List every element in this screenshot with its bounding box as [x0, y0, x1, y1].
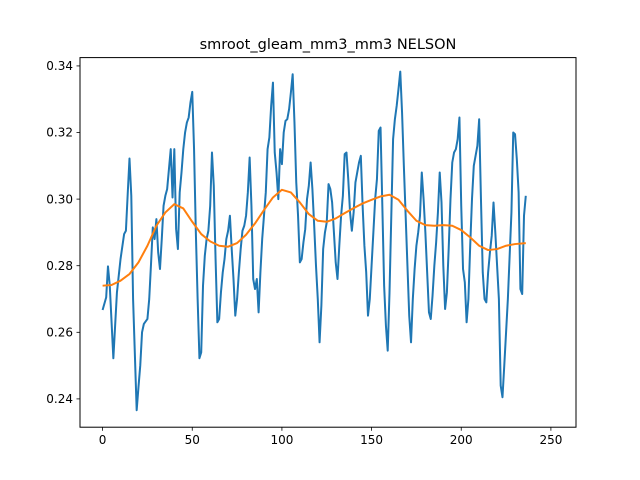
- axes-frame: [79, 57, 577, 428]
- y-tick-label: 0.26: [46, 326, 73, 340]
- x-tick-label: 100: [270, 433, 293, 447]
- series-line-1: [101, 70, 527, 412]
- x-tick-label: 0: [99, 433, 107, 447]
- x-tick-label: 50: [185, 433, 200, 447]
- x-axis: 0 50 100 150 200 250: [99, 427, 562, 447]
- y-tick-label: 0.28: [46, 259, 73, 273]
- y-tick-label: 0.24: [46, 392, 73, 406]
- x-tick-label: 150: [360, 433, 383, 447]
- plot-lines: [101, 70, 527, 412]
- chart-title: smroot_gleam_mm3_mm3 NELSON: [200, 37, 457, 53]
- y-tick-label: 0.30: [46, 192, 73, 206]
- y-tick-label: 0.34: [46, 59, 73, 73]
- y-tick-label: 0.32: [46, 126, 73, 140]
- x-tick-label: 250: [539, 433, 562, 447]
- series-line-2: [102, 188, 526, 287]
- x-tick-label: 200: [450, 433, 473, 447]
- y-axis: 0.24 0.26 0.28 0.30 0.32 0.34: [46, 59, 80, 406]
